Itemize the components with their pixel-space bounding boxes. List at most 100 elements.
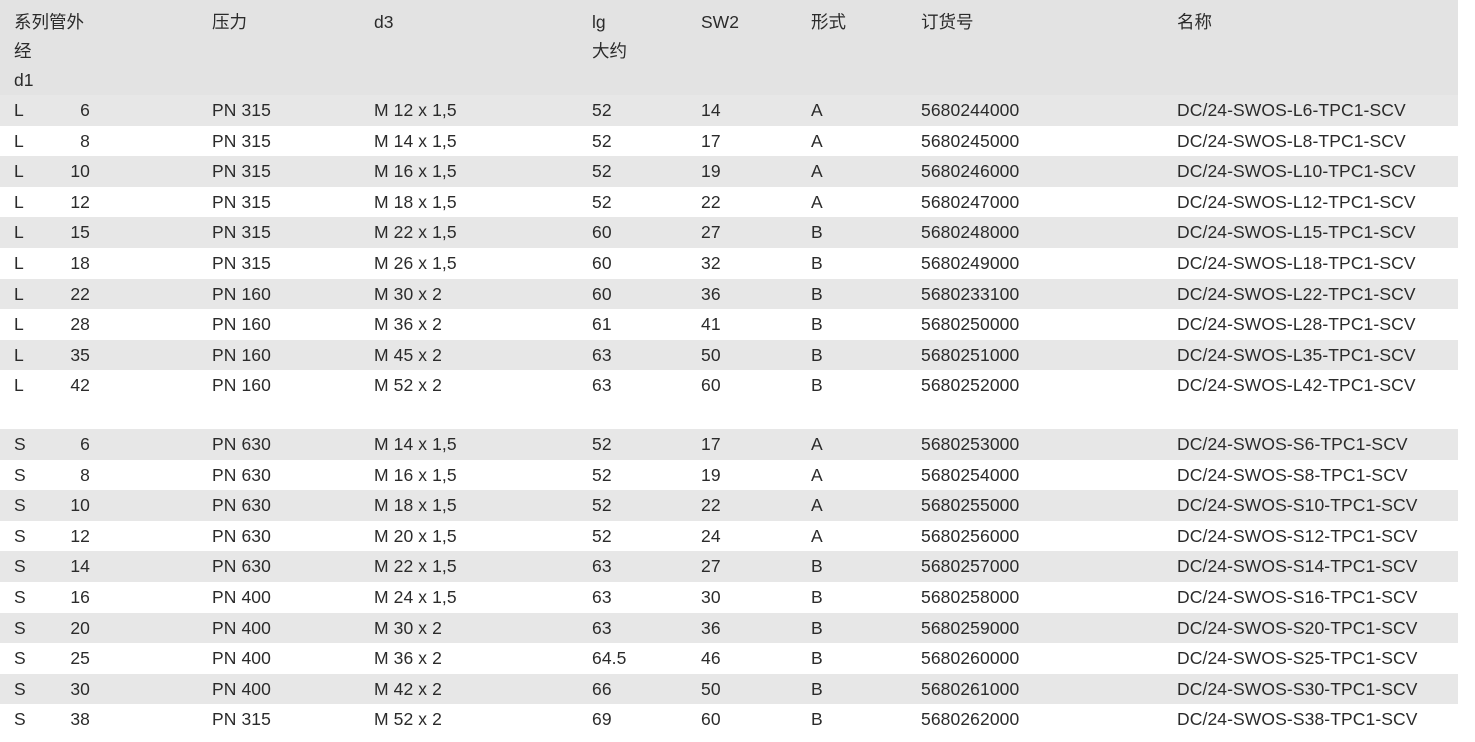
cell-series: S (14, 556, 26, 577)
column-header-order-no: 订货号 (921, 12, 974, 32)
table-row[interactable]: L 12 PN 315 M 18 x 1,5 52 22 A 5680247000 DC/24-… (0, 186, 1458, 218)
table-row[interactable]: L 6 PN 315 M 12 x 1,5 52 14 A 5680244000 DC/24-S… (0, 95, 1458, 126)
cell-d3: M 45 x 2 (374, 344, 442, 365)
cell-name: DC/24-SWOS-S38-TPC1-SCV (1177, 709, 1418, 730)
cell-sw2: 27 (701, 556, 721, 577)
table-row[interactable]: S 14 PN 630 M 22 x 1,5 63 27 B 5680257000 DC/24-… (0, 551, 1458, 582)
cell-sw2: 36 (701, 283, 721, 304)
column-header-pressure: 压力 (212, 12, 247, 32)
cell-d3: M 18 x 1,5 (374, 495, 457, 516)
cell-sw2: 50 (701, 344, 721, 365)
table-row[interactable]: L 42 PN 160 M 52 x 2 63 60 B 5680252000 DC/24-SW… (0, 370, 1458, 401)
cell-series: S (14, 525, 26, 546)
table-row[interactable]: L 10 PN 315 M 16 x 1,5 52 19 A 5680246000 DC/24-… (0, 156, 1458, 187)
cell-pressure: PN 400 (212, 678, 271, 699)
cell-form: A (811, 130, 823, 151)
cell-order-no: 5680262000 (921, 709, 1020, 730)
table-row[interactable]: S 6 PN 630 M 14 x 1,5 52 17 A 5680253000 DC/24-S… (0, 428, 1458, 460)
column-header-lg: lg 大约 (592, 12, 627, 61)
table-row[interactable]: S 25 PN 400 M 36 x 2 64.5 46 B 5680260000 DC/24-… (0, 643, 1458, 674)
cell-d3: M 22 x 1,5 (374, 556, 457, 577)
cell-form: A (811, 161, 823, 182)
table-row[interactable]: L 35 PN 160 M 45 x 2 63 50 B 5680251000 DC/24-SW… (0, 339, 1458, 371)
cell-lg: 52 (592, 130, 612, 151)
cell-series: S (14, 709, 26, 730)
cell-pressure: PN 160 (212, 314, 271, 335)
cell-pressure: PN 400 (212, 586, 271, 607)
cell-order-no: 5680249000 (921, 252, 1020, 273)
table-row[interactable]: L 18 PN 315 M 26 x 1,5 60 32 B 5680249000 DC/24-… (0, 247, 1458, 279)
cell-d3: M 30 x 2 (374, 283, 442, 304)
cell-series: L (14, 191, 24, 212)
table-row[interactable]: S 12 PN 630 M 20 x 1,5 52 24 A 5680256000 DC/24-… (0, 520, 1458, 552)
cell-form: B (811, 344, 823, 365)
cell-lg: 63 (592, 375, 612, 396)
cell-d1: 6 (80, 433, 90, 454)
cell-lg: 63 (592, 556, 612, 577)
cell-order-no: 5680248000 (921, 222, 1020, 243)
cell-lg: 63 (592, 586, 612, 607)
table-row[interactable]: S 20 PN 400 M 30 x 2 63 36 B 5680259000 DC/24-SW… (0, 612, 1458, 644)
cell-lg: 63 (592, 344, 612, 365)
cell-name: DC/24-SWOS-L6-TPC1-SCV (1177, 100, 1406, 120)
cell-d3: M 16 x 1,5 (374, 464, 457, 485)
cell-name: DC/24-SWOS-S25-TPC1-SCV (1177, 648, 1418, 669)
table-row[interactable]: S 16 PN 400 M 24 x 1,5 63 30 B 5680258000 DC/24-… (0, 581, 1458, 613)
cell-lg: 60 (592, 222, 612, 243)
cell-pressure: PN 315 (212, 222, 271, 243)
table-row[interactable]: L 15 PN 315 M 22 x 1,5 60 27 B 5680248000 DC/24-… (0, 217, 1458, 248)
group-separator (0, 400, 1458, 429)
cell-name: DC/24-SWOS-L18-TPC1-SCV (1177, 252, 1416, 273)
cell-lg: 64.5 (592, 648, 627, 669)
cell-name: DC/24-SWOS-S8-TPC1-SCV (1177, 464, 1408, 485)
cell-series: L (14, 130, 24, 151)
cell-form: A (811, 464, 823, 485)
cell-pressure: PN 630 (212, 464, 271, 485)
cell-d1: 38 (70, 709, 90, 730)
cell-d3: M 20 x 1,5 (374, 525, 457, 546)
cell-lg: 63 (592, 617, 612, 638)
cell-name: DC/24-SWOS-S16-TPC1-SCV (1177, 586, 1418, 607)
cell-form: B (811, 252, 823, 273)
cell-sw2: 32 (701, 252, 721, 273)
table-row[interactable]: L 8 PN 315 M 14 x 1,5 52 17 A 5680245000 DC/24-S… (0, 125, 1458, 157)
cell-d3: M 14 x 1,5 (374, 433, 457, 454)
cell-d1: 12 (70, 525, 90, 546)
cell-d1: 20 (70, 617, 90, 638)
cell-name: DC/24-SWOS-L42-TPC1-SCV (1177, 375, 1416, 396)
cell-order-no: 5680255000 (921, 495, 1020, 516)
table-row[interactable]: S 38 PN 315 M 52 x 2 69 60 B 5680262000 DC/24-SW… (0, 704, 1458, 735)
cell-sw2: 24 (701, 525, 721, 546)
cell-pressure: PN 160 (212, 344, 271, 365)
cell-order-no: 5680254000 (921, 464, 1020, 485)
cell-series: L (14, 252, 24, 273)
column-header-d3: d3 (374, 12, 394, 32)
table-row[interactable]: S 30 PN 400 M 42 x 2 66 50 B 5680261000 DC/24-SW… (0, 673, 1458, 705)
table-row[interactable]: S 10 PN 630 M 18 x 1,5 52 22 A 5680255000 DC/24-… (0, 490, 1458, 521)
cell-lg: 60 (592, 283, 612, 304)
table-row[interactable]: L 28 PN 160 M 36 x 2 61 41 B 5680250000 DC/24-SW… (0, 309, 1458, 340)
cell-lg: 61 (592, 314, 612, 335)
table-row[interactable]: S 8 PN 630 M 16 x 1,5 52 19 A 5680254000 DC/24-S… (0, 459, 1458, 491)
cell-lg: 52 (592, 100, 612, 120)
cell-pressure: PN 160 (212, 375, 271, 396)
cell-name: DC/24-SWOS-L8-TPC1-SCV (1177, 130, 1406, 151)
cell-form: B (811, 617, 823, 638)
cell-pressure: PN 630 (212, 433, 271, 454)
cell-d3: M 36 x 2 (374, 314, 442, 335)
cell-d3: M 12 x 1,5 (374, 100, 457, 120)
cell-name: DC/24-SWOS-L35-TPC1-SCV (1177, 344, 1416, 365)
cell-d1: 14 (70, 556, 90, 577)
cell-name: DC/24-SWOS-L12-TPC1-SCV (1177, 191, 1416, 212)
cell-order-no: 5680247000 (921, 191, 1020, 212)
cell-form: B (811, 648, 823, 669)
cell-form: B (811, 678, 823, 699)
cell-lg: 66 (592, 678, 612, 699)
cell-name: DC/24-SWOS-L15-TPC1-SCV (1177, 222, 1416, 243)
cell-sw2: 17 (701, 433, 721, 454)
cell-sw2: 22 (701, 495, 721, 516)
cell-d1: 42 (70, 375, 90, 396)
cell-form: B (811, 586, 823, 607)
table-row[interactable]: L 22 PN 160 M 30 x 2 60 36 B 5680233100 DC/24-SW… (0, 278, 1458, 310)
cell-sw2: 19 (701, 464, 721, 485)
